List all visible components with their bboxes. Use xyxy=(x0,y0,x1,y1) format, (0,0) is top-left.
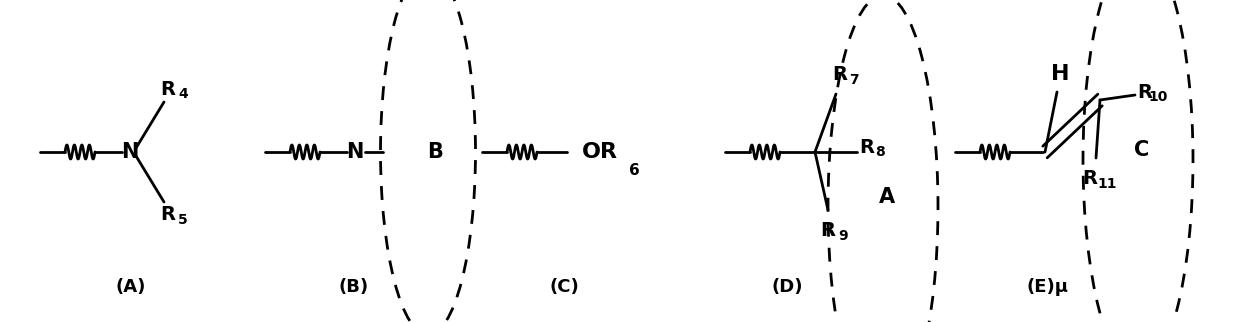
Text: C: C xyxy=(1135,140,1149,160)
Text: R: R xyxy=(160,80,176,99)
Text: (C): (C) xyxy=(549,278,579,296)
Text: R: R xyxy=(160,205,176,224)
Text: OR: OR xyxy=(582,142,618,162)
Text: 5: 5 xyxy=(179,213,188,227)
Text: 10: 10 xyxy=(1148,90,1168,104)
Text: R: R xyxy=(832,64,847,83)
Text: 6: 6 xyxy=(629,163,640,177)
Text: H: H xyxy=(1050,64,1069,84)
Text: R: R xyxy=(859,137,874,156)
Text: 9: 9 xyxy=(838,229,848,243)
Text: 8: 8 xyxy=(875,145,885,159)
Text: 4: 4 xyxy=(179,87,188,101)
Text: A: A xyxy=(879,187,895,207)
Text: 11: 11 xyxy=(1097,177,1117,191)
Text: R: R xyxy=(821,221,836,240)
Text: N: N xyxy=(346,142,363,162)
Text: N: N xyxy=(122,142,139,162)
Text: (B): (B) xyxy=(339,278,368,296)
Text: B: B xyxy=(427,142,443,162)
Text: 7: 7 xyxy=(849,73,859,87)
Text: R: R xyxy=(1137,82,1152,101)
Text: R: R xyxy=(1083,168,1097,187)
Text: (D): (D) xyxy=(771,278,804,296)
Text: (A): (A) xyxy=(115,278,145,296)
Text: (E)μ: (E)μ xyxy=(1027,278,1069,296)
